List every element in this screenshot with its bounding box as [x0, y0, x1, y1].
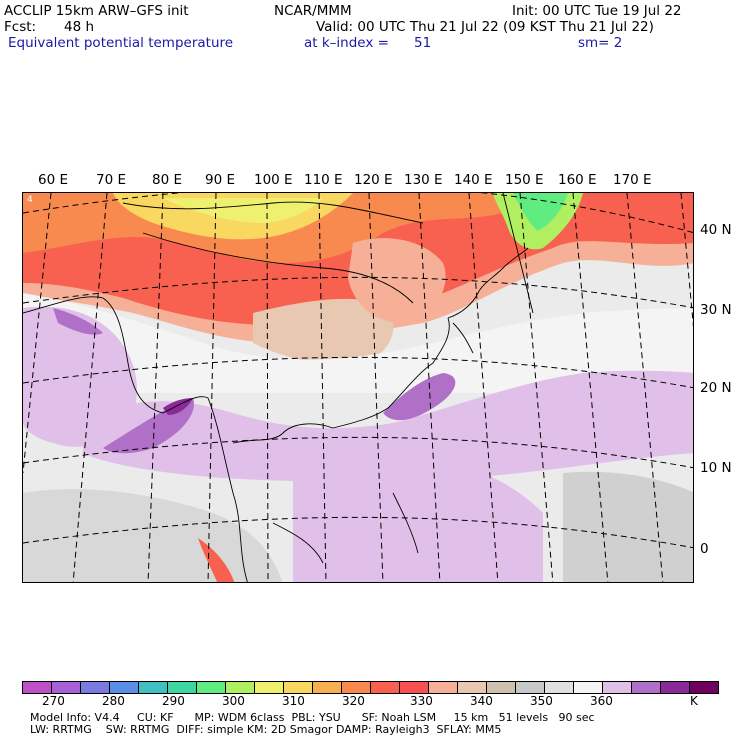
colorbar-tick: 290 — [162, 694, 185, 708]
map-panel: 4 — [22, 192, 694, 583]
colorbar-tick: 280 — [102, 694, 125, 708]
colorbar-swatch — [574, 682, 603, 693]
lon-label: 110 E — [304, 172, 343, 188]
forecast-label: Fcst: — [4, 19, 37, 35]
colorbar-swatch — [139, 682, 168, 693]
colorbar-swatch — [632, 682, 661, 693]
lat-label: 20 N — [700, 380, 732, 396]
colorbar-swatch — [487, 682, 516, 693]
colorbar-tick: 360 — [590, 694, 613, 708]
level-value: 51 — [414, 35, 432, 51]
lon-label: 130 E — [404, 172, 443, 188]
colorbar-tick: 310 — [282, 694, 305, 708]
colorbar-swatch — [545, 682, 574, 693]
colorbar-swatch — [168, 682, 197, 693]
colorbar-swatch — [226, 682, 255, 693]
colorbar-swatch — [313, 682, 342, 693]
colorbar-swatch — [371, 682, 400, 693]
colorbar-swatch — [661, 682, 690, 693]
colorbar-swatch — [23, 682, 52, 693]
lon-label: 80 E — [152, 172, 182, 188]
colorbar-swatch — [81, 682, 110, 693]
colorbar-tick: 320 — [342, 694, 365, 708]
colorbar-unit: K — [690, 694, 698, 708]
colorbar-swatch — [400, 682, 429, 693]
colorbar-swatch — [52, 682, 81, 693]
smoothing-label: sm= 2 — [578, 35, 623, 51]
lon-label: 120 E — [354, 172, 393, 188]
lat-label: 0 — [700, 541, 709, 557]
lon-label: 150 E — [505, 172, 544, 188]
lon-label: 160 E — [558, 172, 597, 188]
colorbar-swatch — [284, 682, 313, 693]
colorbar — [22, 681, 719, 694]
lon-label: 100 E — [254, 172, 293, 188]
colorbar-swatch — [690, 682, 718, 693]
colorbar-swatch — [197, 682, 226, 693]
lon-label: 170 E — [613, 172, 652, 188]
init-time: Init: 00 UTC Tue 19 Jul 22 — [512, 3, 682, 19]
lat-label: 40 N — [700, 222, 732, 238]
theta-e-field — [23, 193, 693, 582]
lat-label: 30 N — [700, 302, 732, 318]
model-title: ACCLIP 15km ARW–GFS init — [4, 3, 189, 19]
colorbar-tick: 350 — [530, 694, 553, 708]
colorbar-tick: 300 — [222, 694, 245, 708]
corner-mark: 4 — [27, 195, 33, 205]
org-label: NCAR/MMM — [274, 3, 352, 19]
colorbar-swatch — [516, 682, 545, 693]
colorbar-swatch — [342, 682, 371, 693]
lat-label: 10 N — [700, 460, 732, 476]
colorbar-swatch — [110, 682, 139, 693]
lon-label: 140 E — [454, 172, 493, 188]
colorbar-swatch — [458, 682, 487, 693]
valid-time: Valid: 00 UTC Thu 21 Jul 22 (09 KST Thu … — [316, 19, 654, 35]
model-info-line1: Model Info: V4.4 CU: KF MP: WDM 6class P… — [30, 711, 595, 724]
colorbar-swatch — [255, 682, 284, 693]
forecast-hours: 48 h — [64, 19, 95, 35]
level-label: at k–index = — [304, 35, 389, 51]
lon-label: 70 E — [96, 172, 126, 188]
colorbar-swatch — [429, 682, 458, 693]
colorbar-swatch — [603, 682, 632, 693]
field-name: Equivalent potential temperature — [8, 35, 234, 51]
colorbar-tick: 330 — [410, 694, 433, 708]
colorbar-tick: 270 — [42, 694, 65, 708]
model-info-line2: LW: RRTMG SW: RRTMG DIFF: simple KM: 2D … — [30, 723, 502, 736]
lon-label: 60 E — [38, 172, 68, 188]
colorbar-tick: 340 — [470, 694, 493, 708]
lon-label: 90 E — [205, 172, 235, 188]
